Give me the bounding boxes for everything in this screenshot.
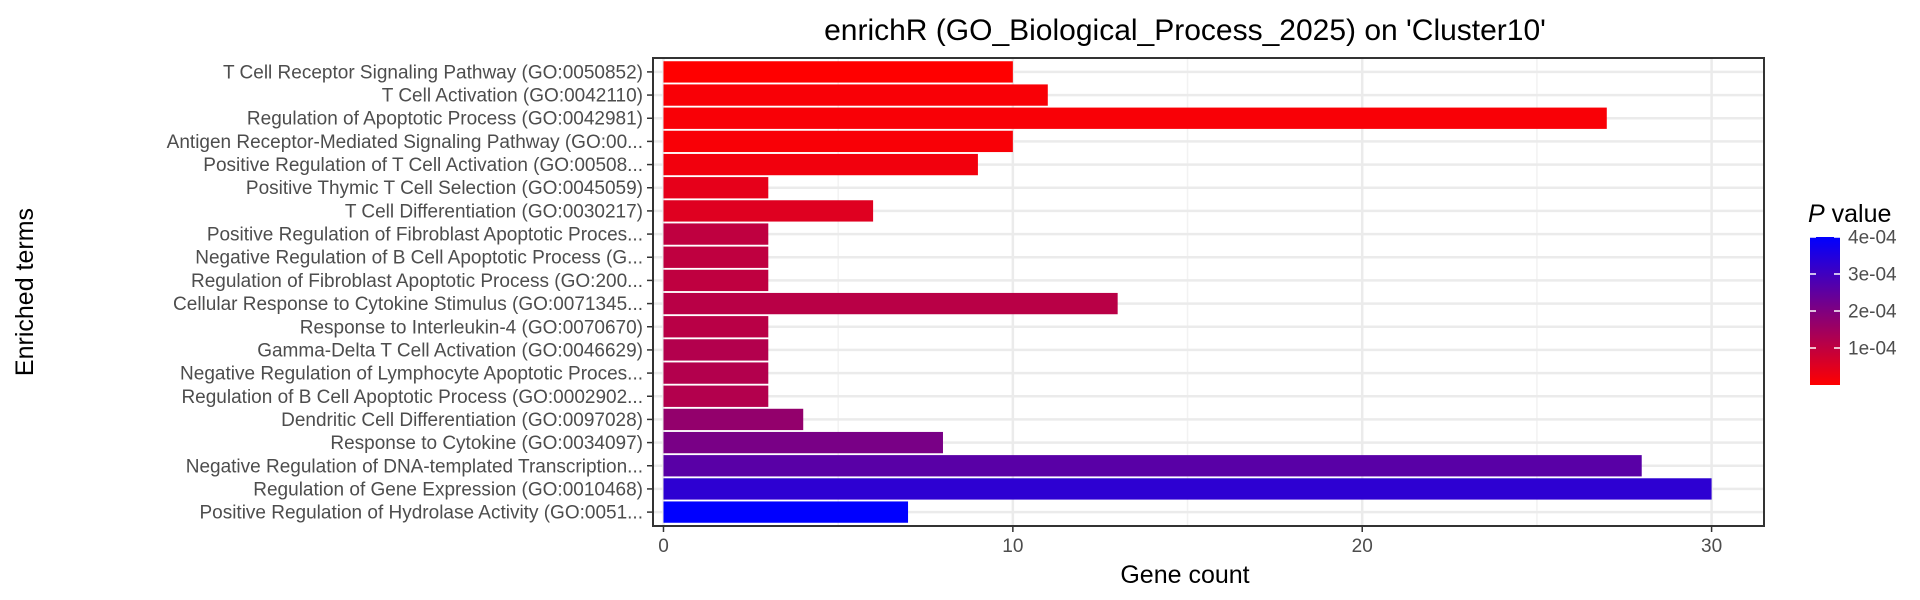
bar [663, 362, 769, 384]
x-tick-label: 10 [1002, 536, 1023, 557]
y-tick-label: Regulation of B Cell Apoptotic Process (… [181, 387, 643, 408]
legend: P value 1e-04 2e-04 3e-04 4e-04 [1808, 200, 1897, 385]
bar [663, 385, 769, 407]
legend-title-rest: value [1825, 200, 1892, 228]
legend-ticks: 1e-04 2e-04 3e-04 4e-04 [1810, 228, 1897, 360]
x-tick-label: 20 [1352, 536, 1373, 557]
y-tick-label: Antigen Receptor-Mediated Signaling Path… [167, 132, 643, 153]
bar [663, 246, 769, 268]
bar [663, 269, 769, 292]
chart-title: enrichR (GO_Biological_Process_2025) on … [824, 14, 1546, 47]
y-tick-label: Positive Regulation of Hydrolase Activit… [199, 503, 643, 524]
y-tick-label: Cellular Response to Cytokine Stimulus (… [173, 294, 643, 315]
y-tick-label: Negative Regulation of B Cell Apoptotic … [195, 248, 643, 269]
legend-tick-label: 1e-04 [1848, 339, 1897, 360]
bar [663, 339, 769, 361]
y-tick-label: Dendritic Cell Differentiation (GO:00970… [281, 410, 643, 431]
y-tick-label: T Cell Activation (GO:0042110) [382, 86, 643, 107]
legend-tick-label: 2e-04 [1848, 302, 1897, 323]
y-tick-label: Response to Cytokine (GO:0034097) [330, 433, 643, 454]
bar [663, 223, 769, 245]
y-tick-label: T Cell Receptor Signaling Pathway (GO:00… [223, 62, 643, 83]
bar [663, 408, 804, 431]
y-tick-label: Gamma-Delta T Cell Activation (GO:004662… [257, 340, 643, 361]
y-tick-label: Response to Interleukin-4 (GO:0070670) [300, 317, 643, 338]
bar [663, 84, 1048, 106]
y-tick-label: Positive Regulation of Fibroblast Apopto… [207, 225, 643, 246]
plot-border [652, 57, 1765, 527]
bar [663, 177, 769, 199]
y-tick-label: Positive Thymic T Cell Selection (GO:004… [246, 178, 643, 199]
bar [663, 431, 943, 454]
bar [663, 130, 1013, 153]
legend-tick-label: 3e-04 [1848, 265, 1897, 286]
y-tick-label: Regulation of Fibroblast Apoptotic Proce… [191, 271, 643, 292]
bar [663, 478, 1712, 500]
bar [663, 292, 1118, 315]
y-tick-label: Regulation of Apoptotic Process (GO:0042… [247, 109, 643, 130]
y-tick-label: Negative Regulation of Lymphocyte Apopto… [180, 364, 643, 385]
legend-tick-label: 4e-04 [1848, 228, 1897, 249]
bar [663, 107, 1607, 129]
y-tick-label: Negative Regulation of DNA-templated Tra… [186, 456, 643, 477]
x-axis-label: Gene count [1120, 561, 1249, 589]
bar [663, 316, 769, 338]
x-ticks: 0 10 20 30 [658, 526, 1722, 557]
bar [663, 501, 909, 523]
y-axis-label: Enriched terms [11, 208, 39, 376]
bar [663, 61, 1013, 83]
legend-title: P value [1808, 200, 1891, 228]
bar [663, 153, 978, 176]
legend-title-italic: P [1808, 200, 1825, 228]
x-tick-label: 0 [658, 536, 669, 557]
bar [663, 455, 1642, 477]
y-tick-label: Positive Regulation of T Cell Activation… [203, 155, 643, 176]
y-tick-labels: T Cell Receptor Signaling Pathway (GO:00… [167, 62, 653, 524]
y-tick-label: Regulation of Gene Expression (GO:001046… [253, 479, 643, 500]
bar [663, 200, 874, 222]
x-tick-label: 30 [1701, 536, 1722, 557]
y-tick-label: T Cell Differentiation (GO:0030217) [345, 201, 643, 222]
bars [663, 61, 1712, 523]
